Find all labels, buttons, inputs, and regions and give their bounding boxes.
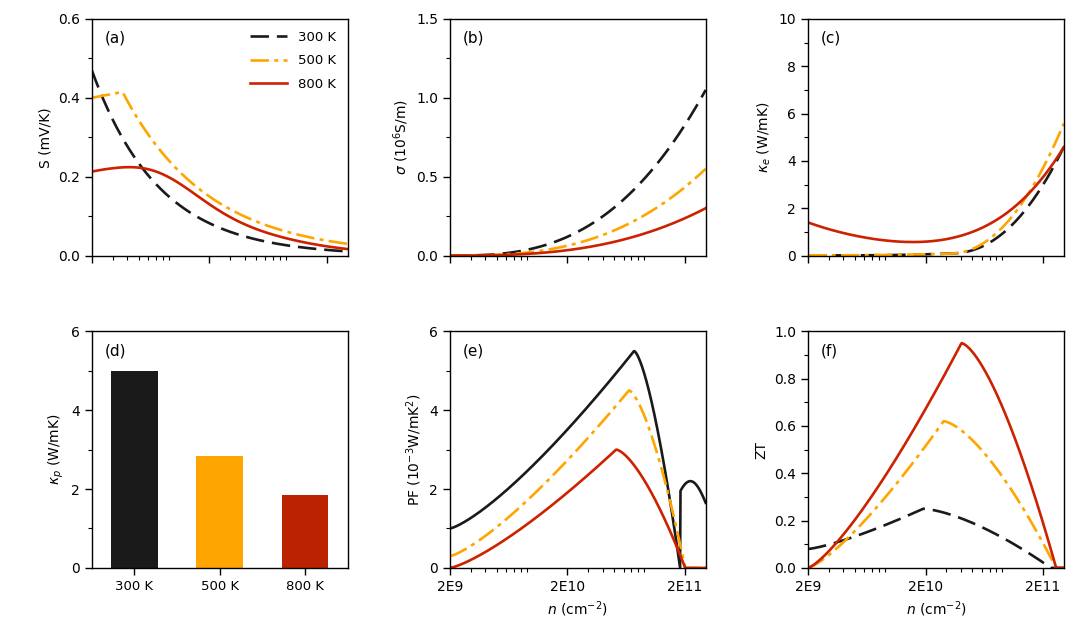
Y-axis label: ZT: ZT (755, 440, 769, 459)
Y-axis label: $\kappa_e$ (W/mK): $\kappa_e$ (W/mK) (756, 102, 773, 173)
X-axis label: $n$ (cm$^{-2}$): $n$ (cm$^{-2}$) (548, 599, 608, 619)
Y-axis label: S (mV/K): S (mV/K) (39, 107, 53, 168)
Text: (a): (a) (105, 31, 125, 46)
Legend: 300 K, 500 K, 800 K: 300 K, 500 K, 800 K (245, 25, 341, 96)
Y-axis label: PF (10$^{-3}$W/mK$^2$): PF (10$^{-3}$W/mK$^2$) (404, 393, 423, 506)
Bar (197, 456, 243, 568)
Text: (d): (d) (105, 343, 126, 358)
Y-axis label: $\sigma$ (10$^6$S/m): $\sigma$ (10$^6$S/m) (391, 99, 410, 175)
Y-axis label: $\kappa_p$ (W/mK): $\kappa_p$ (W/mK) (46, 414, 66, 485)
Text: (b): (b) (462, 31, 484, 46)
Bar (282, 495, 328, 568)
Text: (f): (f) (821, 343, 838, 358)
Text: (e): (e) (462, 343, 484, 358)
Bar (111, 371, 158, 568)
X-axis label: $n$ (cm$^{-2}$): $n$ (cm$^{-2}$) (905, 599, 967, 619)
Text: (c): (c) (821, 31, 841, 46)
